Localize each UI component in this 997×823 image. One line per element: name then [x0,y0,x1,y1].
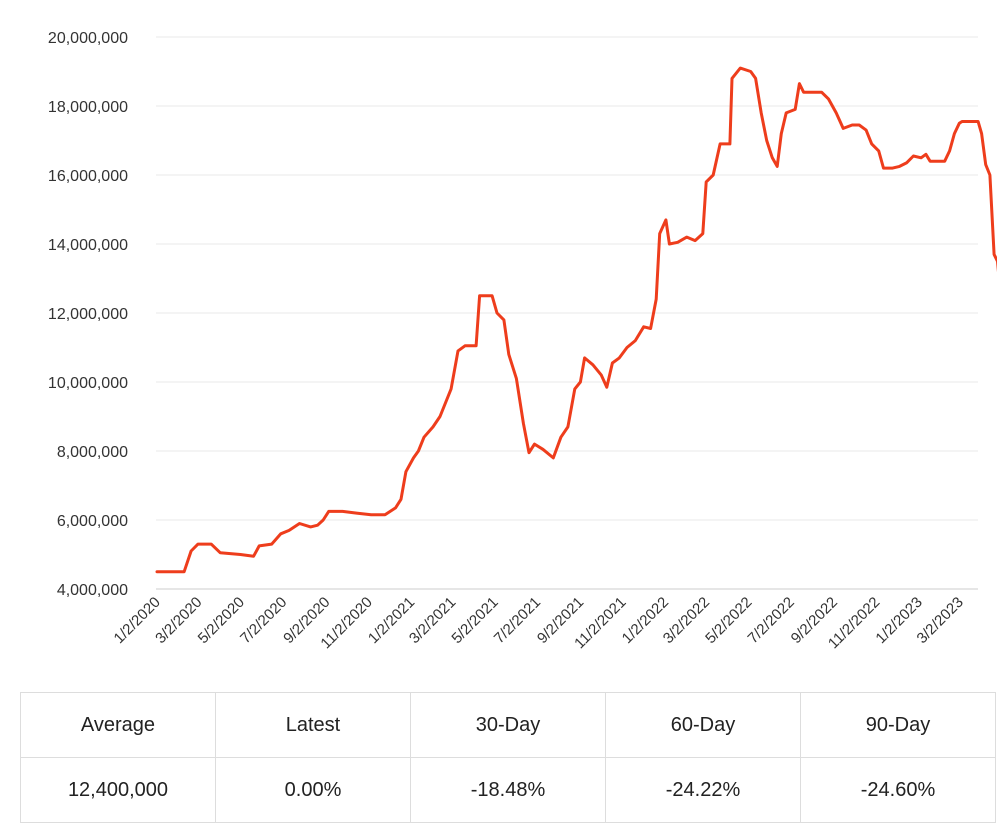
gridlines [156,36,978,590]
y-tick-label: 12,000,000 [48,306,128,323]
x-tick-label: 7/2/2021 [491,594,544,647]
y-tick-label: 14,000,000 [48,237,128,254]
series-group [155,66,997,574]
x-axis-tick-labels: 1/2/20203/2/20205/2/20207/2/20209/2/2020… [111,594,967,652]
series-line [155,66,997,574]
y-tick-label: 8,000,000 [57,444,128,461]
stats-header-90-day: 90-Day [800,692,996,758]
summary-stats-table: Average Latest 30-Day 60-Day 90-Day 12,4… [20,692,996,823]
stats-value-average: 12,400,000 [20,757,216,823]
stats-header-average: Average [20,692,216,758]
y-tick-label: 6,000,000 [57,513,128,530]
y-tick-label: 4,000,000 [57,582,128,599]
stats-header-latest: Latest [215,692,411,758]
y-tick-label: 18,000,000 [48,99,128,116]
y-tick-label: 10,000,000 [48,375,128,392]
x-tick-label: 7/2/2020 [237,594,290,647]
stats-header-row: Average Latest 30-Day 60-Day 90-Day [20,692,996,758]
x-tick-label: 7/2/2022 [745,594,798,647]
y-tick-label: 16,000,000 [48,168,128,185]
y-tick-label: 20,000,000 [48,30,128,47]
y-axis-tick-labels: 4,000,000 6,000,000 8,000,000 10,000,000 12,… [48,30,128,599]
stats-value-30-day: -18.48% [410,757,606,823]
stats-value-90-day: -24.60% [800,757,996,823]
stats-value-60-day: -24.22% [605,757,801,823]
stats-header-60-day: 60-Day [605,692,801,758]
line-chart: 4,000,000 6,000,000 8,000,000 10,000,000 12,… [48,30,997,652]
stats-value-latest: 0.00% [215,757,411,823]
stats-header-30-day: 30-Day [410,692,606,758]
stats-value-row: 12,400,000 0.00% -18.48% -24.22% -24.60% [20,757,996,823]
